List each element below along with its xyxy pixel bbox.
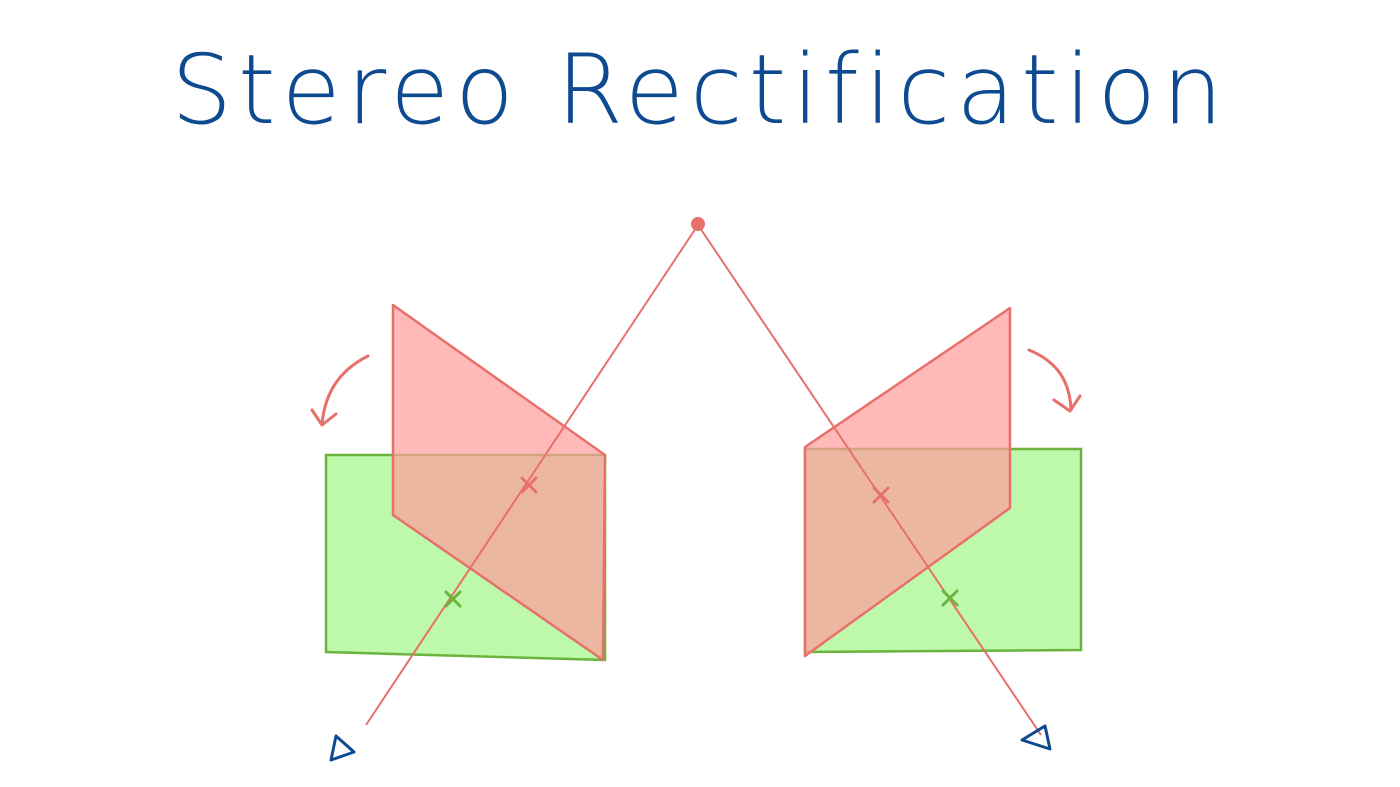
right-rectified-image-point-mark bbox=[941, 589, 959, 607]
right-projection-ray bbox=[697, 224, 1042, 736]
diagram-title: Stereo Rectification bbox=[171, 34, 1229, 146]
left-rotation-arrow-icon bbox=[310, 354, 370, 427]
scene-point bbox=[691, 217, 705, 231]
right-camera-icon bbox=[1020, 724, 1052, 751]
left-original-image-plane bbox=[391, 303, 607, 662]
right-rotation-arrow-icon bbox=[1027, 348, 1082, 413]
left-view bbox=[310, 224, 699, 762]
right-view bbox=[697, 224, 1083, 751]
left-camera-icon bbox=[329, 734, 356, 762]
left-rectified-image-point-mark bbox=[444, 590, 462, 608]
left-original-image-point-mark bbox=[520, 476, 538, 494]
left-projection-ray bbox=[365, 224, 699, 726]
right-original-image-point-mark bbox=[872, 486, 890, 504]
right-original-image-plane bbox=[803, 306, 1012, 658]
